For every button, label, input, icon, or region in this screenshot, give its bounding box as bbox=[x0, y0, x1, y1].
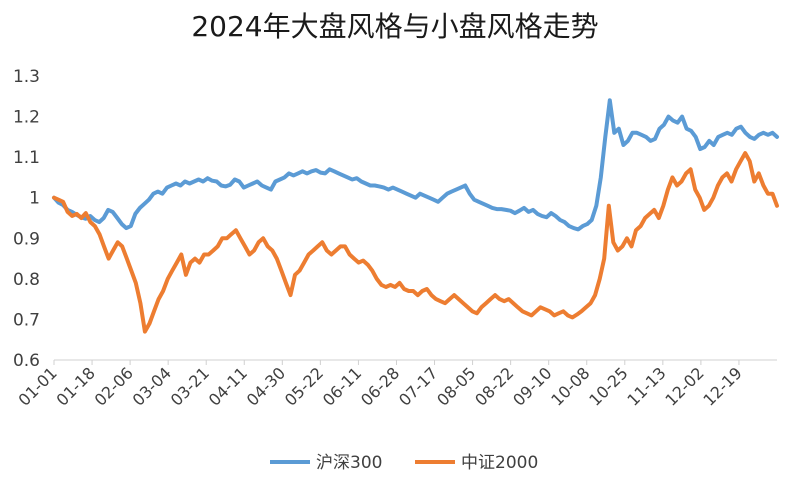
x-tick-label: 02-06 bbox=[91, 363, 137, 409]
x-tick-label: 10-25 bbox=[585, 363, 631, 409]
x-tick-label: 12-19 bbox=[699, 363, 745, 409]
y-tick-label: 0.6 bbox=[13, 351, 40, 371]
series-line-0 bbox=[52, 98, 779, 232]
x-tick-label: 08-22 bbox=[471, 363, 517, 409]
y-tick-label: 0.7 bbox=[13, 310, 40, 330]
y-tick-label: 1.2 bbox=[13, 108, 40, 128]
x-tick-label: 04-30 bbox=[243, 363, 289, 409]
y-tick-label: 0.8 bbox=[13, 270, 40, 290]
chart-title: 2024年大盘风格与小盘风格走势 bbox=[191, 10, 598, 43]
legend-label-0: 沪深300 bbox=[316, 453, 382, 473]
y-axis: 0.6 0.7 0.8 0.9 1 1.1 1.2 1.3 bbox=[13, 67, 40, 371]
y-tick-label: 0.9 bbox=[13, 229, 40, 249]
legend-label-1: 中证2000 bbox=[461, 453, 538, 473]
y-tick-label: 1.1 bbox=[13, 148, 40, 168]
x-tick-label: 06-11 bbox=[319, 363, 365, 409]
series-layer bbox=[52, 98, 779, 334]
x-axis: 01-0101-1802-0603-0403-2104-1104-3005-22… bbox=[15, 360, 746, 410]
x-tick-label: 10-08 bbox=[547, 363, 593, 409]
x-tick-label: 04-11 bbox=[205, 363, 251, 409]
x-tick-label: 03-21 bbox=[167, 363, 213, 409]
y-tick-label: 1.3 bbox=[13, 67, 40, 87]
legend: 沪深300 中证2000 bbox=[270, 453, 538, 473]
x-tick-label: 05-22 bbox=[281, 363, 327, 409]
x-tick-label: 01-18 bbox=[53, 363, 99, 409]
x-tick-label: 07-17 bbox=[395, 363, 441, 409]
x-tick-label: 12-02 bbox=[661, 363, 707, 409]
series-line-1 bbox=[52, 151, 779, 334]
y-tick-label: 1 bbox=[29, 189, 40, 209]
x-tick-label: 09-10 bbox=[509, 363, 555, 409]
x-tick-label: 06-28 bbox=[357, 363, 403, 409]
x-tick-label: 11-13 bbox=[623, 363, 669, 409]
x-tick-label: 03-04 bbox=[129, 363, 175, 409]
x-tick-label: 08-05 bbox=[433, 363, 479, 409]
